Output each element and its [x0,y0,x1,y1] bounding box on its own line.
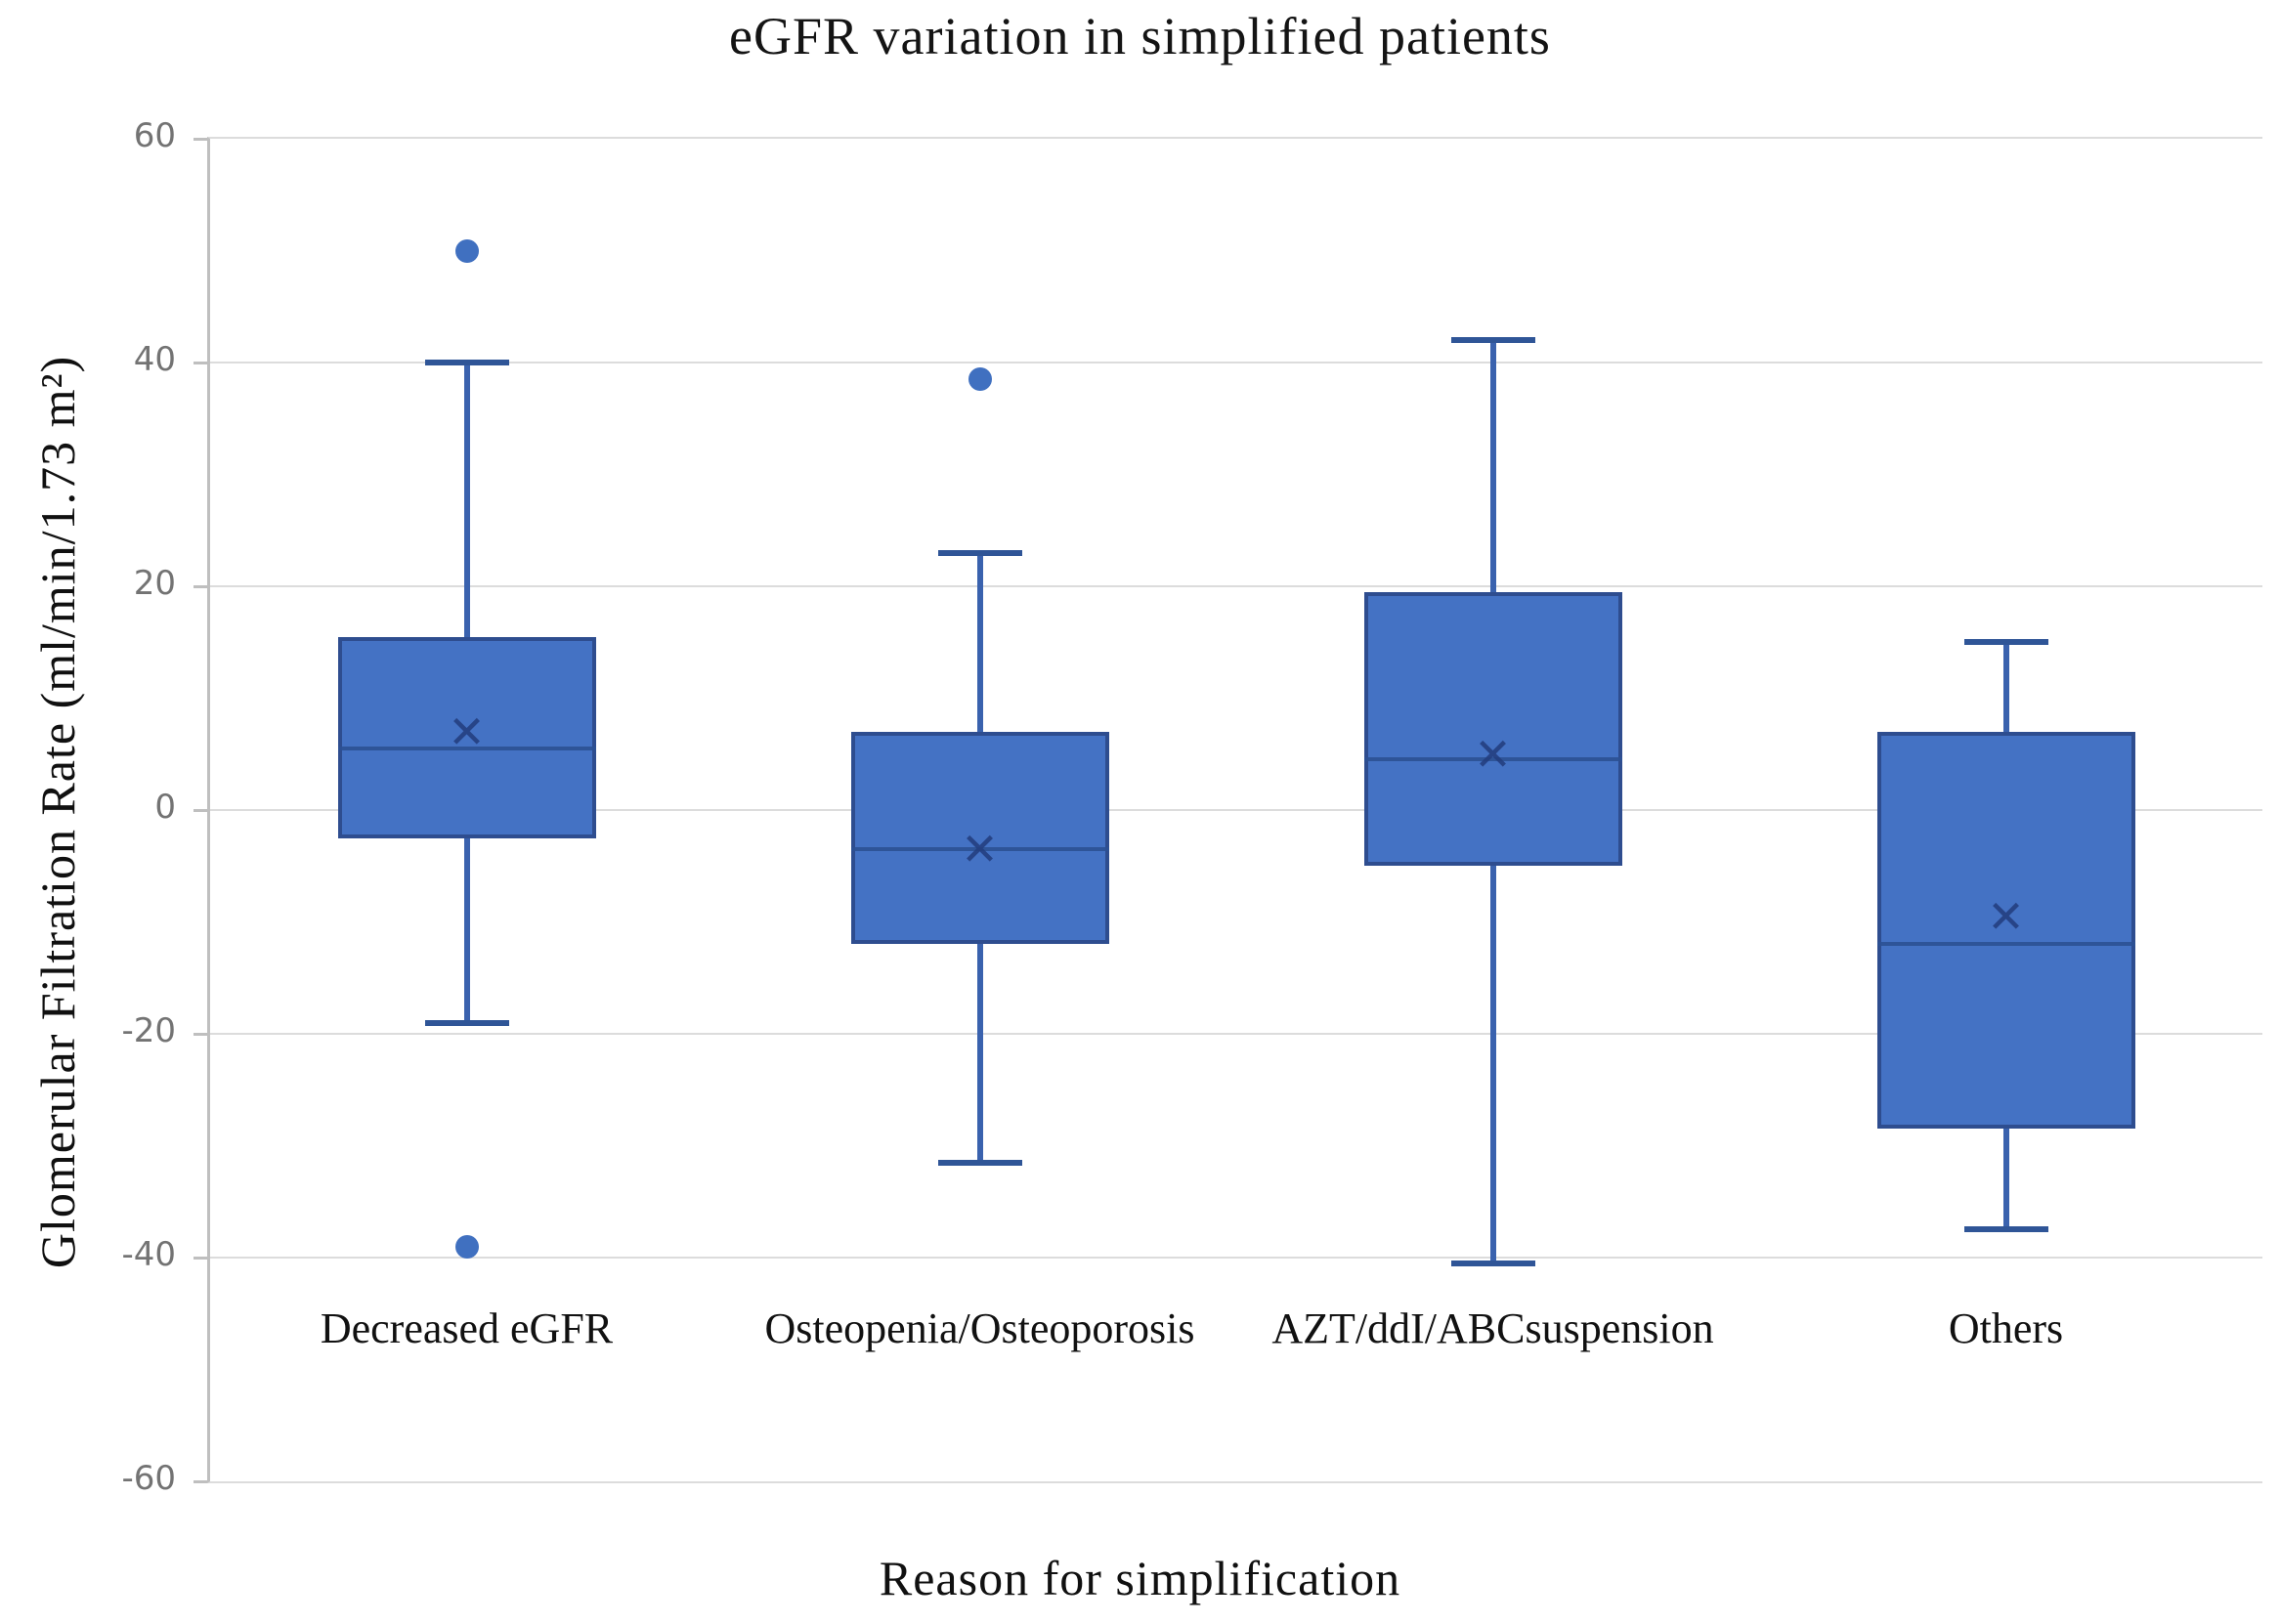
y-tick-label: 60 [133,116,176,155]
category-label: Decreased eGFR [320,1304,614,1352]
whisker-cap-top [424,360,509,365]
outlier-point [454,1234,479,1259]
outlier-point [454,238,479,263]
gridline [210,585,2262,587]
whisker-stem-lower [1489,866,1496,1263]
gridline [210,1257,2262,1259]
y-tick-mark [194,809,207,812]
y-tick-mark [194,585,207,588]
y-tick-mark [194,362,207,364]
median-line [850,847,1109,852]
whisker-stem-upper [976,552,983,732]
whisker-stem-lower [976,944,983,1163]
mean-marker: ✕ [1987,889,2025,943]
x-axis-title: Reason for simplification [879,1551,1401,1605]
category-label: AZT/ddI/ABCsuspension [1271,1304,1714,1352]
y-tick-label: 20 [133,564,176,603]
whisker-cap-bottom [1450,1260,1535,1266]
y-tick-mark [194,138,207,141]
y-tick-label: 0 [154,788,176,827]
y-tick-label: 40 [133,340,176,379]
y-tick-label: -20 [121,1011,176,1050]
y-tick-mark [194,1257,207,1260]
median-line [1876,942,2135,947]
y-tick-label: -40 [121,1235,176,1274]
y-tick-mark [194,1033,207,1036]
y-tick-mark [194,1480,207,1483]
mean-marker: ✕ [1474,727,1512,781]
mean-marker: ✕ [448,705,486,758]
box [337,636,596,838]
median-line [1363,757,1622,762]
whisker-cap-top [1450,337,1535,344]
box [1876,731,2135,1130]
whisker-cap-top [937,549,1022,556]
plot-area: 60 40 20 0 -20 -40 -60 ✕ Decreased eGFR ✕ Osteopen… [121,116,2262,1498]
y-tick-label: -60 [121,1459,176,1498]
whisker-stem-upper [1489,340,1496,592]
outlier-point [968,367,992,392]
whisker-stem-lower [463,837,470,1023]
whisker-stem-upper [2002,642,2009,732]
gridline [210,809,2262,811]
whisker-cap-bottom [937,1159,1022,1166]
chart-title: eGFR variation in simplified patients [729,7,1551,65]
whisker-cap-bottom [1963,1226,2048,1233]
whisker-cap-top [1963,639,2048,646]
median-line [337,747,596,751]
mean-marker: ✕ [961,823,999,876]
whisker-stem-upper [463,363,470,637]
whisker-cap-bottom [424,1019,509,1026]
box [850,731,1109,945]
category-label: Others [1948,1304,2064,1352]
whisker-stem-lower [2002,1129,2009,1230]
gridline [210,362,2262,363]
category-label: Osteopenia/Osteoporosis [764,1304,1195,1352]
gridline [210,1033,2262,1035]
box [1363,591,1622,867]
